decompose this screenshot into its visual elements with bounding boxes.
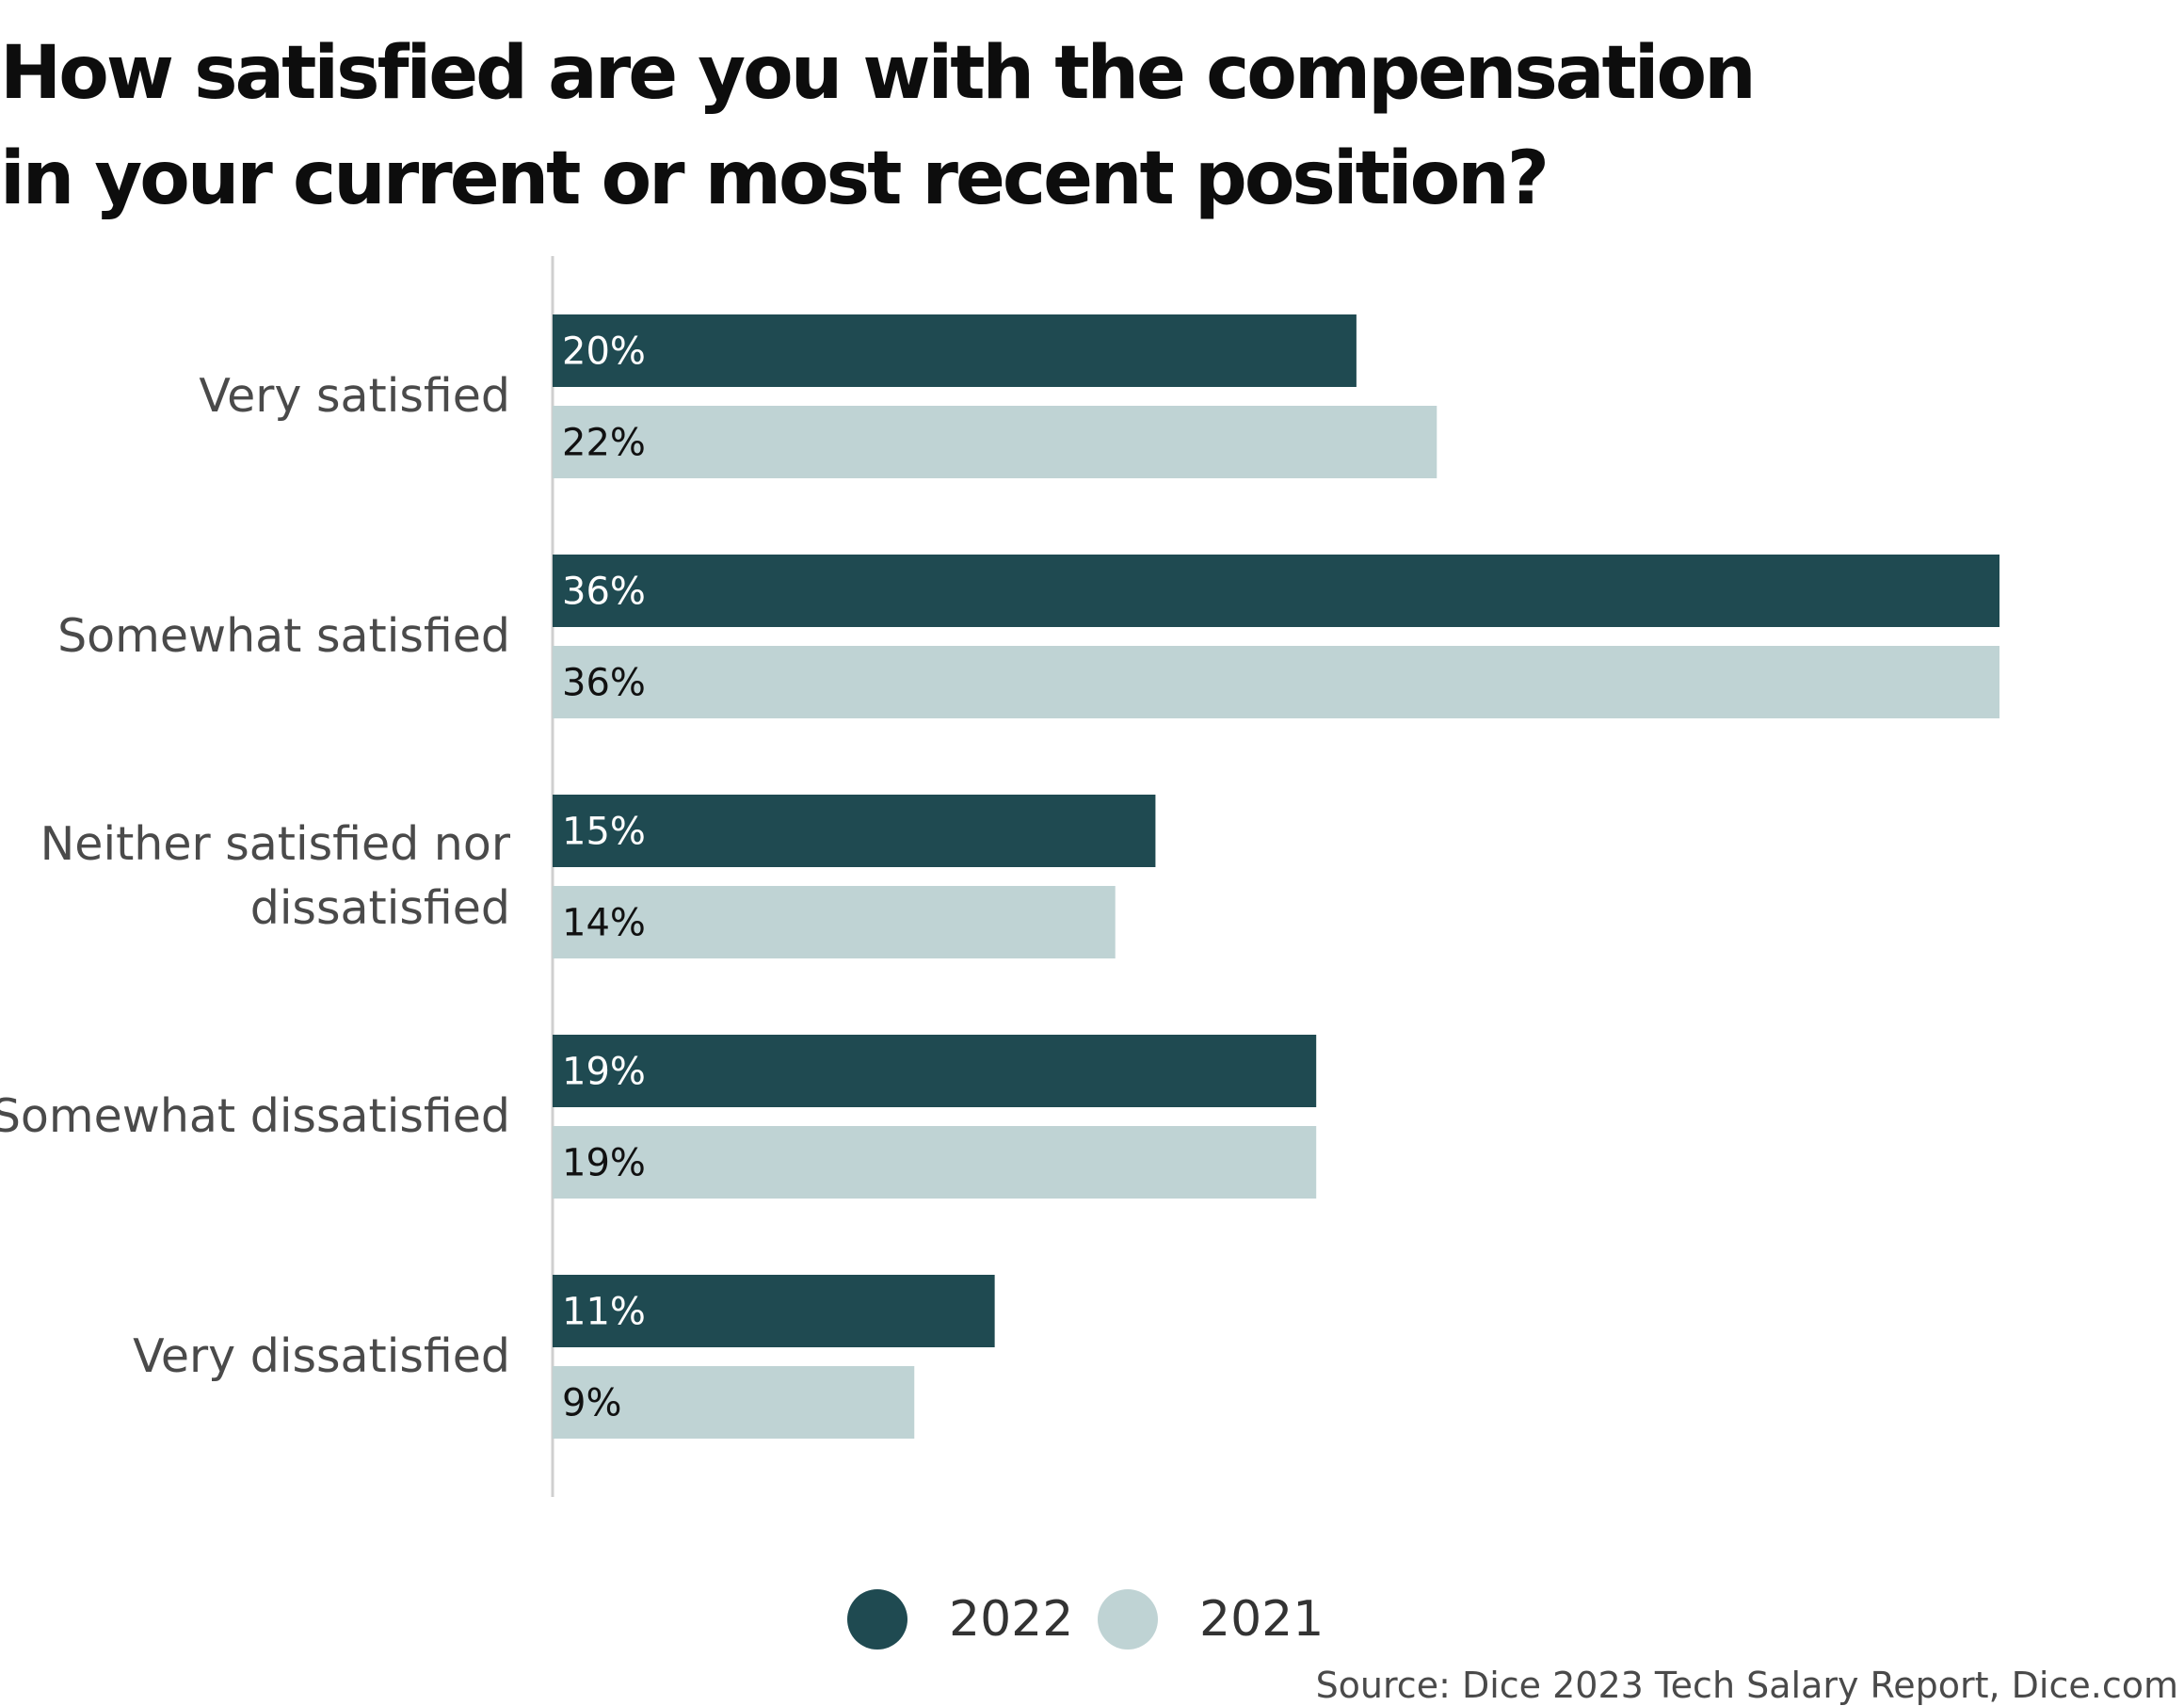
- legend-swatch-2022: [847, 1589, 907, 1650]
- source-note: Source: Dice 2023 Tech Salary Report, Di…: [1315, 1665, 2178, 1706]
- bar-2021: [553, 406, 1437, 478]
- category-label: dissatisfied: [250, 881, 510, 935]
- data-label-2022: 19%: [562, 1051, 646, 1094]
- bar-2021: [553, 1126, 1317, 1199]
- data-label-2022: 36%: [562, 571, 646, 614]
- bar-chart: Very satisfied 20% 22% Somewhat satisfied 36…: [0, 256, 1999, 1497]
- legend-swatch-2021: [1098, 1589, 1158, 1650]
- legend: 2022 2021: [0, 1582, 2184, 1657]
- bar-2021: [553, 886, 1116, 958]
- category-label: Neither satisfied nor: [40, 817, 511, 871]
- legend-item-2022: 2022: [847, 1582, 1073, 1657]
- bar-2021: [553, 1366, 915, 1439]
- data-label-2022: 20%: [562, 330, 646, 374]
- data-label-2022: 15%: [562, 811, 646, 854]
- category-label: Somewhat satisfied: [57, 609, 510, 663]
- legend-label-2021: 2021: [1199, 1591, 1325, 1648]
- category-label: Very dissatisfied: [133, 1329, 510, 1383]
- chart-title-line-2: in your current or most recent position?: [0, 137, 1550, 221]
- bar-2022: [553, 1275, 995, 1347]
- category-label: Very satisfied: [199, 369, 510, 423]
- data-label-2021: 22%: [562, 422, 646, 465]
- bar-2022: [553, 1035, 1317, 1107]
- chart-title: How satisfied are you with the compensat…: [0, 21, 2165, 232]
- bar-2021: [553, 646, 1999, 718]
- category-label: Somewhat dissatisfied: [0, 1089, 510, 1143]
- bar-2022: [553, 555, 1999, 627]
- data-label-2021: 36%: [562, 662, 646, 705]
- chart-title-line-1: How satisfied are you with the compensat…: [0, 31, 1757, 116]
- legend-item-2021: 2021: [1098, 1582, 1324, 1657]
- data-label-2022: 11%: [562, 1291, 646, 1334]
- data-label-2021: 9%: [562, 1382, 621, 1425]
- data-label-2021: 19%: [562, 1142, 646, 1185]
- bar-2022: [553, 795, 1156, 867]
- data-label-2021: 14%: [562, 902, 646, 945]
- bar-2022: [553, 314, 1357, 387]
- legend-label-2022: 2022: [949, 1591, 1074, 1648]
